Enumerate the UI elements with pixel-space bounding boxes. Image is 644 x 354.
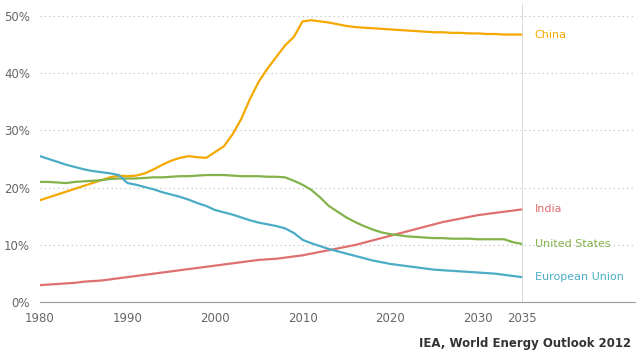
Text: United States: United States (535, 239, 611, 249)
Text: IEA, World Energy Outlook 2012: IEA, World Energy Outlook 2012 (419, 337, 631, 350)
Text: European Union: European Union (535, 272, 623, 282)
Text: China: China (535, 29, 567, 40)
Text: India: India (535, 205, 562, 215)
